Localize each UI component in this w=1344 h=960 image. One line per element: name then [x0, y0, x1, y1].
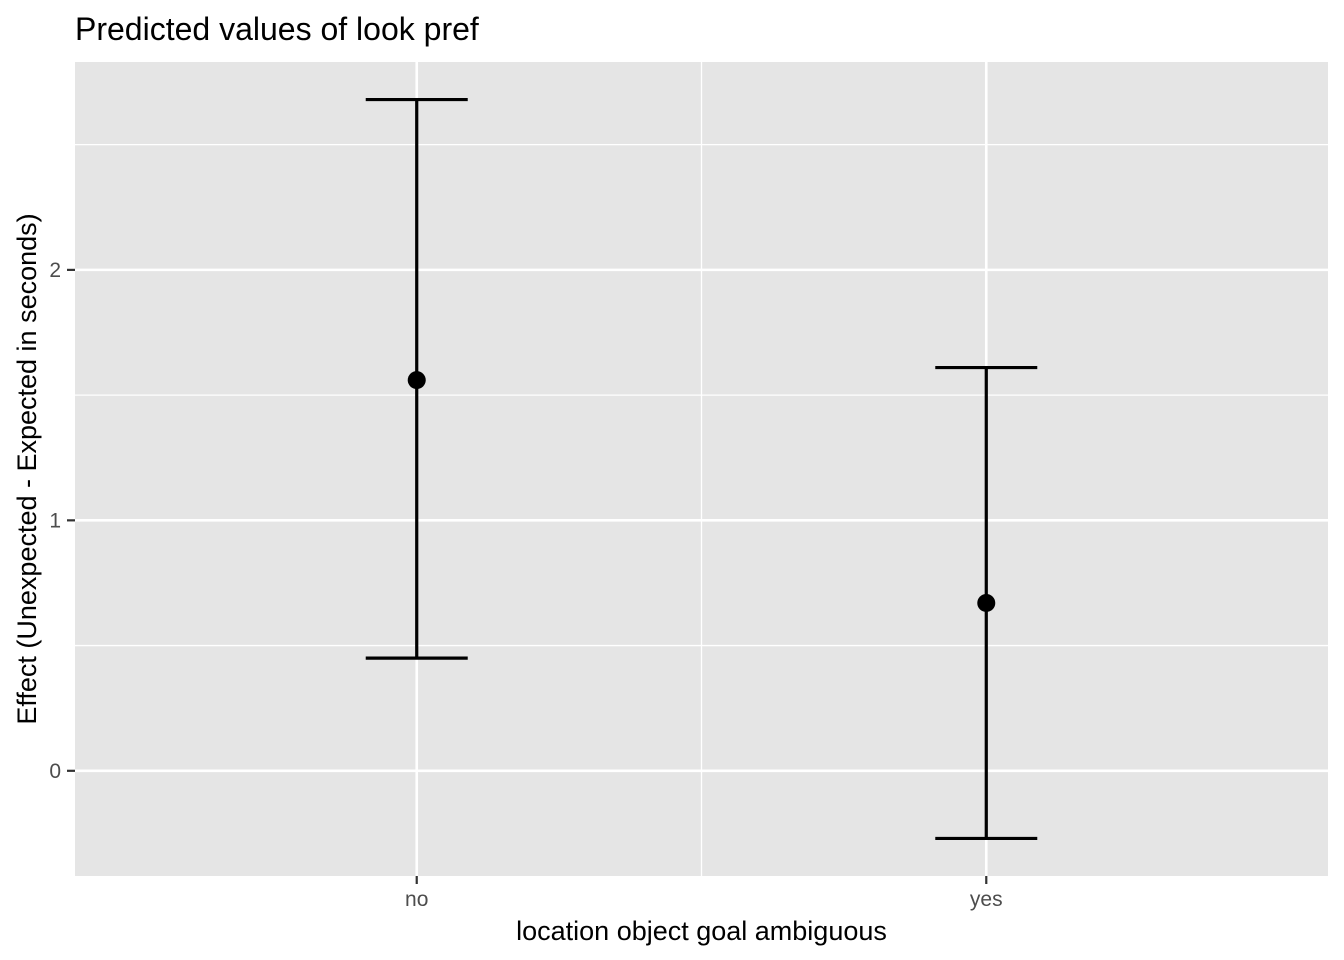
y-axis-title: Effect (Unexpected - Expected in seconds…: [12, 213, 42, 724]
y-tick-label: 0: [49, 760, 61, 783]
y-tick-label: 2: [49, 259, 61, 282]
x-tick-label: yes: [970, 888, 1003, 911]
data-point-yes: [977, 593, 996, 612]
data-point-no: [407, 371, 426, 390]
data-marks: [365, 97, 1038, 841]
x-axis-title: location object goal ambiguous: [516, 916, 887, 946]
x-tick-label: no: [405, 888, 428, 911]
axes: 0 1 2 no yes: [49, 259, 1002, 911]
chart-title: Predicted values of look pref: [75, 11, 479, 47]
y-tick-label: 1: [49, 509, 61, 532]
